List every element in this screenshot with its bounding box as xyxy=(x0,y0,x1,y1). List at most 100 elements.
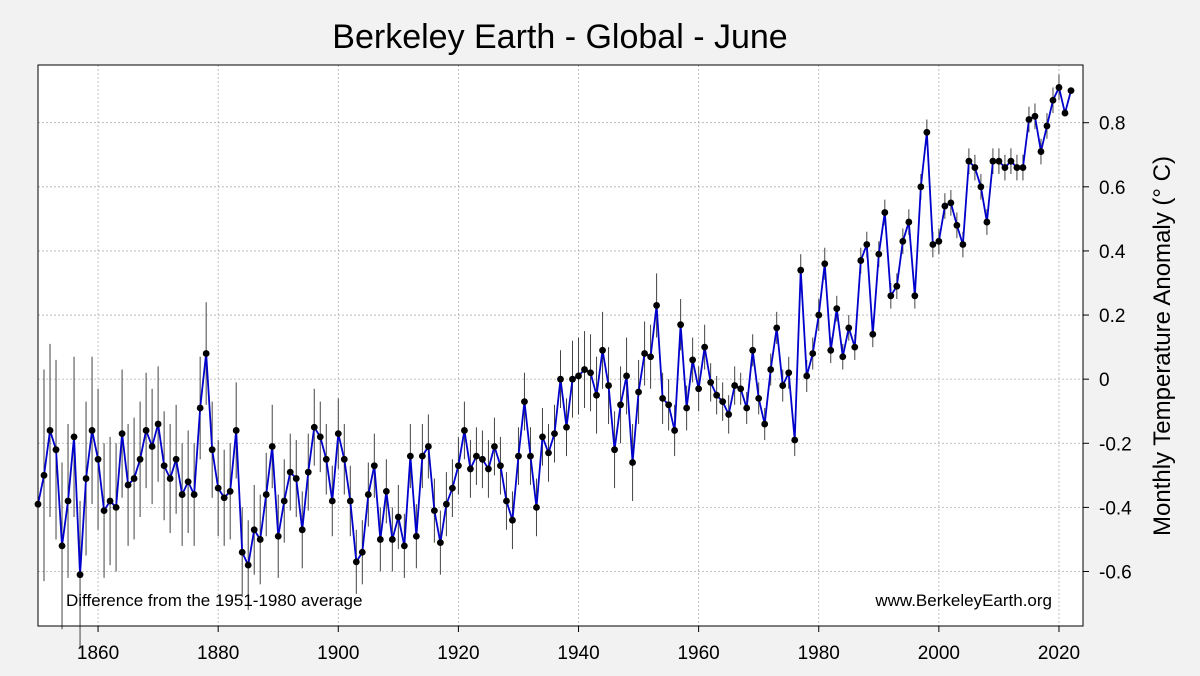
data-point xyxy=(551,430,558,438)
data-point xyxy=(130,475,138,482)
annotation-baseline: Difference from the 1951-1980 average xyxy=(66,591,362,610)
data-point xyxy=(46,427,54,434)
data-point xyxy=(100,507,108,514)
data-point xyxy=(803,372,811,380)
data-point xyxy=(1043,122,1051,130)
data-point xyxy=(575,372,582,380)
y-axis-title: Monthly Temperature Anomaly (° C) xyxy=(1149,156,1176,536)
data-point xyxy=(737,385,745,393)
data-point xyxy=(292,475,300,482)
x-tick-label: 1880 xyxy=(197,643,239,664)
data-point xyxy=(887,292,895,300)
data-point xyxy=(611,446,618,454)
data-point xyxy=(563,423,570,431)
data-point xyxy=(196,404,204,412)
data-point xyxy=(587,369,594,377)
chart-title: Berkeley Earth - Global - June xyxy=(332,18,787,56)
data-point xyxy=(106,497,114,505)
data-point xyxy=(268,443,276,450)
data-point xyxy=(665,401,673,409)
x-axis-ticks: 1860 1880 1900 1920 1940 1960 1980 2000 2020 xyxy=(77,626,1080,664)
data-point xyxy=(1007,157,1015,165)
x-tick-label: 1980 xyxy=(798,643,840,664)
data-point xyxy=(959,241,967,248)
data-point xyxy=(983,218,991,226)
data-point xyxy=(1061,109,1069,117)
data-point xyxy=(1055,84,1063,91)
data-point xyxy=(641,350,648,357)
data-point xyxy=(533,503,540,511)
data-point xyxy=(761,420,769,428)
data-point xyxy=(797,266,805,274)
data-point xyxy=(785,369,793,377)
data-point xyxy=(971,164,979,171)
data-point xyxy=(719,398,727,405)
data-point xyxy=(497,462,504,470)
data-point xyxy=(863,241,871,248)
data-point xyxy=(461,427,468,434)
data-point xyxy=(1067,87,1075,95)
y-tick-label: -0.4 xyxy=(1099,498,1132,519)
data-point xyxy=(202,350,210,357)
plot-background xyxy=(37,64,1084,627)
data-point xyxy=(677,321,685,329)
x-tick-label: 1960 xyxy=(677,643,719,664)
data-point xyxy=(88,427,96,434)
data-point xyxy=(515,452,522,460)
data-point xyxy=(635,388,642,396)
data-point xyxy=(412,532,420,540)
data-point xyxy=(791,436,799,444)
data-point xyxy=(214,484,222,492)
data-point xyxy=(845,324,853,332)
data-point xyxy=(262,491,270,498)
data-point xyxy=(394,513,402,521)
data-point xyxy=(857,257,865,264)
data-point xyxy=(671,427,679,434)
data-point xyxy=(310,423,318,431)
data-point xyxy=(112,503,120,511)
data-point xyxy=(941,202,949,210)
data-point xyxy=(250,526,258,534)
y-tick-label: -0.6 xyxy=(1099,563,1132,584)
y-tick-label: 0 xyxy=(1099,370,1110,391)
data-point xyxy=(593,391,600,399)
data-point xyxy=(370,462,378,470)
annotation-website: www.BerkeleyEarth.org xyxy=(874,591,1052,610)
data-point xyxy=(352,558,360,566)
data-point xyxy=(779,382,787,389)
data-point xyxy=(953,221,961,229)
data-point xyxy=(743,404,751,412)
data-point xyxy=(491,443,498,450)
data-point xyxy=(809,350,817,357)
data-point xyxy=(172,455,180,463)
data-point xyxy=(148,443,156,450)
data-point xyxy=(64,497,72,505)
y-tick-label: 0.2 xyxy=(1099,306,1125,327)
data-point xyxy=(731,382,739,389)
data-point xyxy=(473,452,480,460)
data-point xyxy=(358,548,366,556)
y-axis-ticks: -0.6 -0.4 -0.2 0 0.2 0.4 0.6 0.8 xyxy=(1083,114,1132,584)
data-point xyxy=(40,471,48,479)
data-point xyxy=(623,372,630,380)
data-point xyxy=(605,382,612,389)
data-point xyxy=(346,497,354,505)
data-point xyxy=(815,311,823,319)
data-point xyxy=(82,475,90,482)
data-point xyxy=(1001,164,1009,171)
data-point xyxy=(713,391,721,399)
data-point xyxy=(923,128,931,136)
data-point xyxy=(364,491,372,498)
data-point xyxy=(827,346,835,354)
data-point xyxy=(647,353,654,361)
data-point xyxy=(707,378,715,386)
data-point xyxy=(256,536,264,543)
data-point xyxy=(52,446,60,454)
data-point xyxy=(725,411,733,418)
data-point xyxy=(58,542,66,550)
data-point xyxy=(527,452,534,460)
data-point xyxy=(178,491,186,498)
x-tick-label: 1860 xyxy=(77,643,119,664)
data-point xyxy=(833,305,841,313)
data-point xyxy=(166,475,174,482)
